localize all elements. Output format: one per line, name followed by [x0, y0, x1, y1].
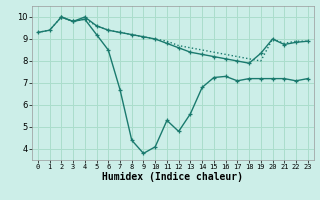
X-axis label: Humidex (Indice chaleur): Humidex (Indice chaleur) — [102, 172, 243, 182]
